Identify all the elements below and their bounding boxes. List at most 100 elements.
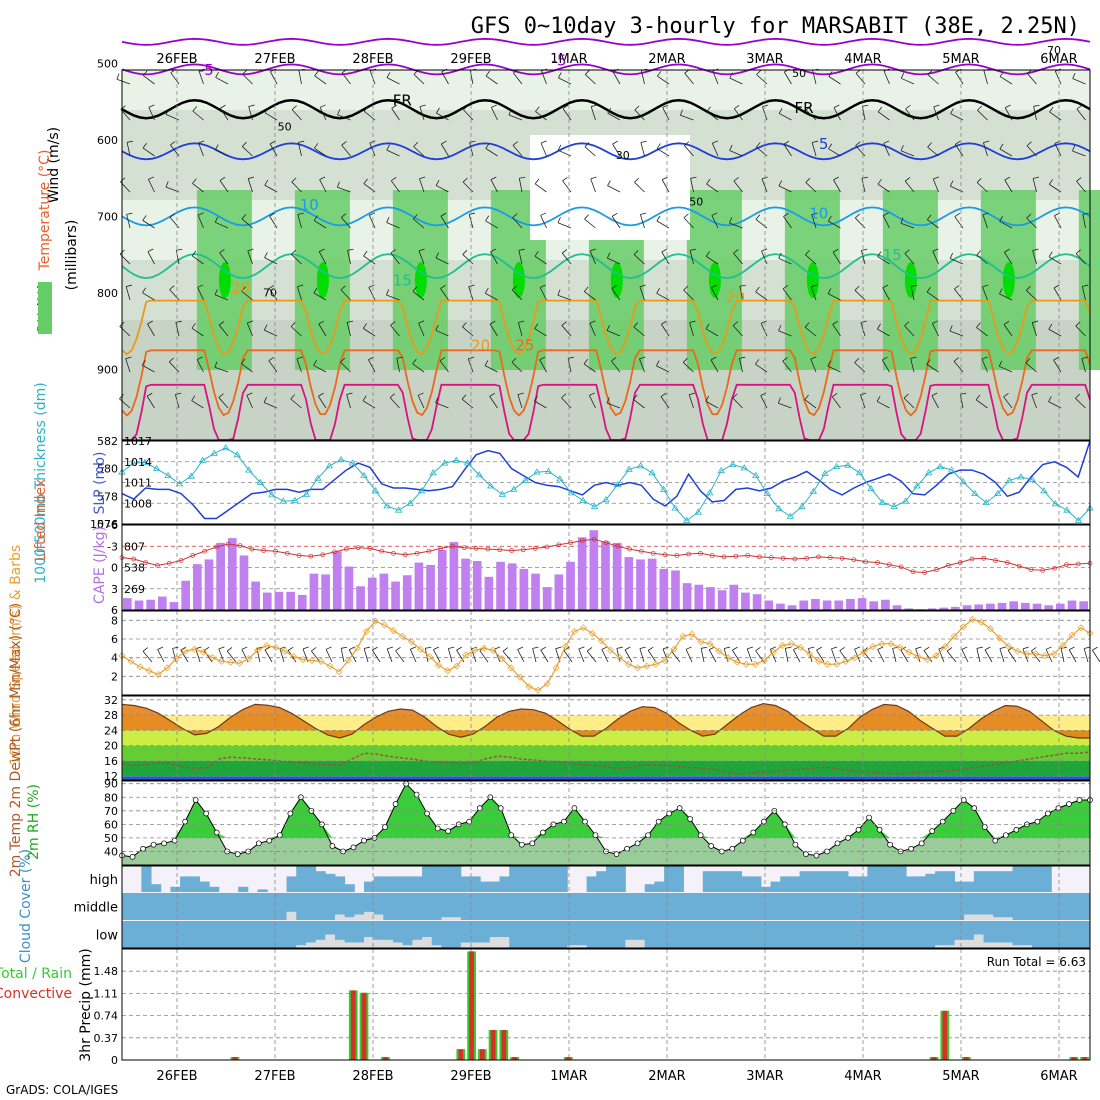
wind-barb [539,359,547,373]
slp-point [475,471,483,478]
wind-barb-flag [386,144,390,151]
rh-saturated-core [904,262,917,298]
wind-barb-flag [142,142,147,149]
lifted-index-point [497,547,503,553]
cloud-cover-bar [180,893,191,920]
wind-barb-flag [904,177,911,182]
wind-barb [517,394,523,409]
wind-barb-flag [854,285,860,291]
wind-barb-flag [1026,213,1032,219]
wind-barb [1003,396,1013,409]
rh-contour-label: 30 [616,149,630,162]
date-label-bottom: 6MAR [1040,1069,1077,1084]
wind-barb [126,214,131,229]
wind-speed-point [272,643,280,651]
cloud-cover-bar [189,893,200,920]
slp-point [959,478,967,485]
wind-barb-flag [540,140,547,144]
wind-barb [440,216,449,229]
rh2m-point [434,825,441,832]
wind-barb-flag [143,70,148,76]
cloud-cover-bar [954,893,965,920]
wind-speed-point [607,646,614,654]
wind-barb-flag [215,144,219,151]
lifted-index-axis-label: Lifted Index [33,479,49,561]
cloud-cover-bar [760,893,772,920]
y-tick-label: 12 [104,770,118,783]
cape-bar [939,607,949,610]
wind-barb [386,294,400,301]
wind-barb [390,325,400,337]
wind-barb [1072,150,1086,157]
rh2m-point [1076,797,1083,803]
cape-bar [332,551,342,610]
cloud-cover-bar [393,876,404,892]
wind-barb-flag [1026,141,1032,147]
wind-barb [148,107,155,121]
surface-wind-barb-flag [364,646,371,649]
surface-wind-barb [671,650,681,663]
isotherm-line [121,142,1091,161]
isotherm-line [122,383,1091,441]
cape-bar [1056,603,1065,610]
wind-barb-flag [976,322,981,328]
surface-wind-barb-flag [456,646,462,651]
rh-contour-label: 50 [689,196,703,209]
cape-bar [216,542,225,610]
wind-barb-flag [804,322,810,328]
rh2m-point [971,805,978,811]
cloud-cover-bar [422,921,433,938]
slp-tick-label-extra: 1076 [90,518,118,531]
wind-barb-flag [778,108,783,114]
precip-rain-bar [469,951,474,1060]
surface-wind-barb-flag [755,647,761,652]
wind-barb [833,179,841,193]
wind-barb [198,70,204,85]
cloud-cover-bar [547,866,559,892]
slp-point [613,480,622,488]
wind-barb-flag [827,288,832,294]
wind-barb [589,250,596,265]
wind-barb-flag [755,286,760,293]
cloud-cover-bar [867,893,878,920]
wind-barb [264,112,278,121]
wind-barb-flag [263,396,267,403]
rh2m-point [571,805,578,811]
wind-barb [386,77,400,85]
cape-bar [822,600,832,610]
wind-speed-point [1005,643,1013,650]
slp-point [913,482,921,489]
wind-barb-flag [489,320,496,325]
rh-saturated-core [708,262,721,298]
cloud-cover-bar [673,866,684,892]
lifted-index-point [1005,560,1010,565]
lifted-index-point [143,560,148,565]
wind-speed-point [896,643,904,651]
cloud-cover-bar [412,893,423,920]
rh2m-point [592,832,599,839]
wind-speed-point [625,660,633,668]
cloud-cover-bar [886,893,897,920]
surface-wind-barb-flag [923,646,930,651]
wind-barb [413,218,425,229]
wind-barb [290,326,302,337]
cloud-clear-bar [1022,945,1033,948]
lifted-index-point [934,567,939,572]
slp-point [152,464,161,472]
wind-barb [1082,214,1086,229]
rh2m-point [466,818,473,825]
wind-barb-flag [241,214,247,220]
wind-barb [297,142,302,157]
cape-bar [134,600,144,610]
wind-barb [611,216,621,229]
wind-barb [291,253,302,265]
wind-barb-flag [417,392,424,396]
wind-barb [611,360,621,373]
wind-speed-point [724,654,732,662]
panel-frame [121,865,1091,949]
wind-barb [490,251,498,265]
wind-barb [882,215,890,229]
cloud-cover-bar [625,921,636,940]
wind-barb [949,330,964,337]
